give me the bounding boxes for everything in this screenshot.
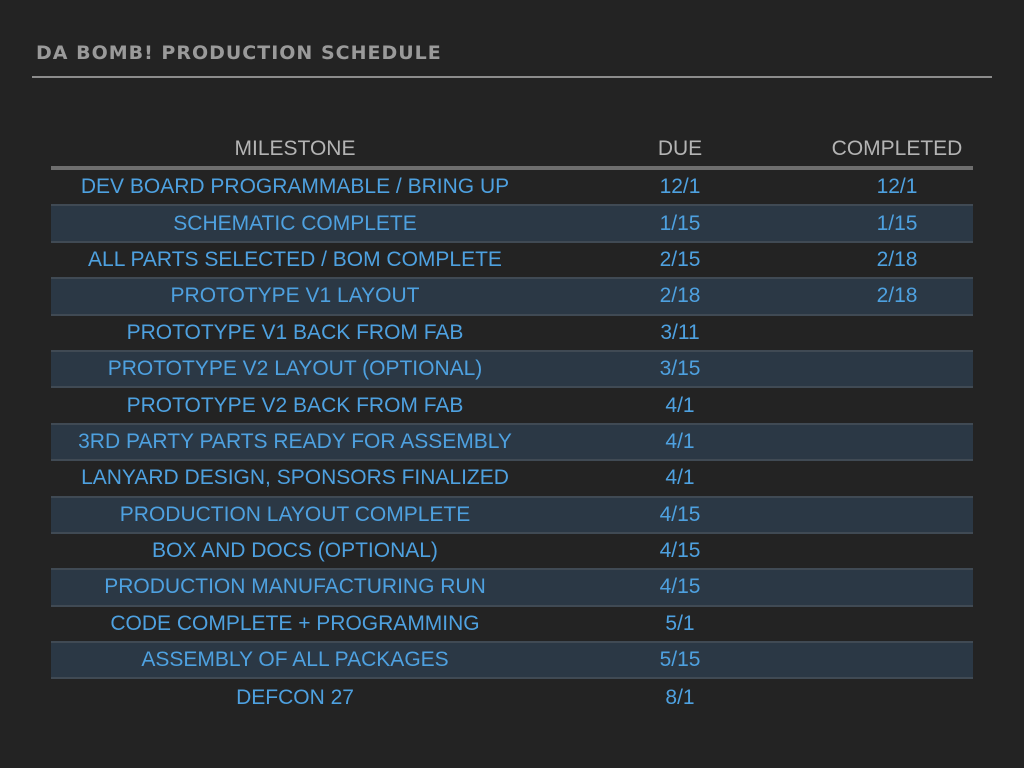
milestone-cell: SCHEMATIC COMPLETE — [173, 211, 417, 235]
milestone-cell: LANYARD DESIGN, SPONSORS FINALIZED — [81, 466, 509, 490]
milestone-cell: ASSEMBLY OF ALL PACKAGES — [141, 648, 449, 672]
table-row: LANYARD DESIGN, SPONSORS FINALIZED 4/1 — [51, 461, 973, 498]
completed-cell: 2/18 — [876, 247, 918, 271]
completed-cell: 1/15 — [876, 211, 918, 235]
table-row: 3RD PARTY PARTS READY FOR ASSEMBLY 4/1 — [51, 424, 973, 462]
milestone-cell: PROTOTYPE V1 LAYOUT — [170, 284, 420, 308]
table-row: PRODUCTION MANUFACTURING RUN 4/15 — [51, 570, 973, 607]
milestone-cell: PROTOTYPE V1 BACK FROM FAB — [126, 320, 464, 344]
due-cell: 3/11 — [660, 320, 700, 344]
table-row: ASSEMBLY OF ALL PACKAGES 5/15 — [51, 643, 973, 680]
due-cell: 5/1 — [665, 611, 695, 635]
due-cell: 2/15 — [659, 247, 701, 271]
completed-cell: 2/18 — [876, 284, 918, 308]
milestone-cell: 3RD PARTY PARTS READY FOR ASSEMBLY — [78, 429, 512, 453]
table-header: MILESTONE DUE COMPLETED — [51, 132, 973, 170]
table-row: DEFCON 27 8/1 — [51, 679, 973, 715]
header-completed: COMPLETED — [831, 137, 963, 160]
table-row: PROTOTYPE V2 LAYOUT (OPTIONAL) 3/15 — [51, 351, 973, 389]
milestone-cell: CODE COMPLETE + PROGRAMMING — [110, 611, 480, 635]
due-cell: 8/1 — [665, 685, 695, 709]
milestone-cell: PRODUCTION MANUFACTURING RUN — [104, 575, 486, 599]
title-divider — [32, 76, 992, 78]
header-due: DUE — [657, 137, 703, 160]
table-row: BOX AND DOCS (OPTIONAL) 4/15 — [51, 534, 973, 571]
milestone-cell: PROTOTYPE V2 BACK FROM FAB — [126, 393, 464, 417]
milestone-cell: PRODUCTION LAYOUT COMPLETE — [119, 502, 471, 526]
due-cell: 4/15 — [659, 539, 701, 563]
due-cell: 4/1 — [665, 429, 695, 453]
due-cell: 2/18 — [659, 284, 701, 308]
schedule-table: MILESTONE DUE COMPLETED DEV BOARD PROGRA… — [51, 132, 973, 716]
milestone-cell: ALL PARTS SELECTED / BOM COMPLETE — [88, 247, 502, 271]
table-row: PROTOTYPE V1 BACK FROM FAB 3/11 — [51, 316, 973, 352]
completed-cell: 12/1 — [876, 175, 918, 199]
due-cell: 4/15 — [659, 575, 701, 599]
due-cell: 4/15 — [659, 502, 701, 526]
milestone-cell: DEFCON 27 — [236, 685, 354, 709]
table-row: SCHEMATIC COMPLETE 1/15 1/15 — [51, 206, 973, 243]
milestone-cell: BOX AND DOCS (OPTIONAL) — [152, 539, 438, 563]
table-row: PROTOTYPE V1 LAYOUT 2/18 2/18 — [51, 279, 973, 316]
header-milestone: MILESTONE — [234, 137, 356, 160]
due-cell: 4/1 — [665, 466, 695, 490]
table-row: PRODUCTION LAYOUT COMPLETE 4/15 — [51, 497, 973, 534]
table-row: CODE COMPLETE + PROGRAMMING 5/1 — [51, 607, 973, 644]
table-body: DEV BOARD PROGRAMMABLE / BRING UP 12/1 12/… — [51, 170, 973, 716]
due-cell: 3/15 — [659, 357, 701, 381]
table-row: PROTOTYPE V2 BACK FROM FAB 4/1 — [51, 388, 973, 425]
milestone-cell: DEV BOARD PROGRAMMABLE / BRING UP — [80, 175, 510, 199]
due-cell: 5/15 — [659, 648, 701, 672]
page-title: DA BOMB! PRODUCTION SCHEDULE — [36, 42, 442, 64]
due-cell: 1/15 — [659, 211, 701, 235]
table-row: DEV BOARD PROGRAMMABLE / BRING UP 12/1 12/… — [51, 170, 973, 207]
milestone-cell: PROTOTYPE V2 LAYOUT (OPTIONAL) — [107, 357, 483, 381]
due-cell: 4/1 — [665, 393, 695, 417]
table-row: ALL PARTS SELECTED / BOM COMPLETE 2/15 2/1… — [51, 243, 973, 280]
due-cell: 12/1 — [659, 175, 701, 199]
